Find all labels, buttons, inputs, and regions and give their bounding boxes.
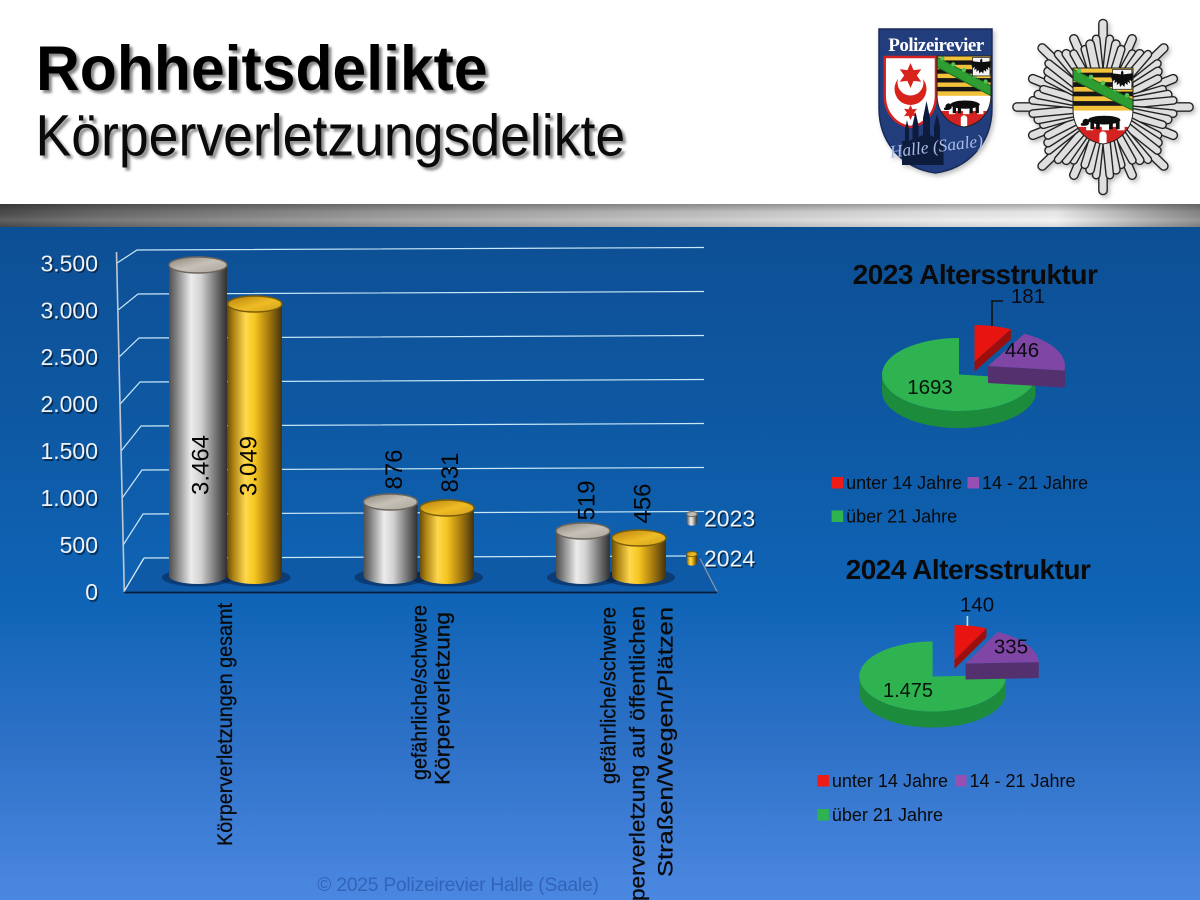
svg-text:3.000: 3.000 <box>40 297 98 323</box>
svg-text:876: 876 <box>381 449 408 489</box>
svg-text:1693: 1693 <box>907 376 953 399</box>
svg-text:unter 14 Jahre: unter 14 Jahre <box>846 473 962 493</box>
svg-text:2023: 2023 <box>704 506 755 532</box>
svg-text:1.000: 1.000 <box>40 485 98 511</box>
svg-text:über 21 Jahre: über 21 Jahre <box>846 507 957 527</box>
svg-text:2024 Altersstruktur: 2024 Altersstruktur <box>846 554 1091 585</box>
svg-text:500: 500 <box>61 534 99 560</box>
svg-text:2023 Altersstruktur: 2023 Altersstruktur <box>853 259 1098 290</box>
svg-text:0: 0 <box>85 579 98 605</box>
svg-text:2.500: 2.500 <box>42 346 100 372</box>
svg-text:2.000: 2.000 <box>42 393 100 419</box>
svg-text:14 - 21 Jahre: 14 - 21 Jahre <box>970 771 1076 791</box>
svg-text:unter 14 Jahre: unter 14 Jahre <box>832 771 948 791</box>
svg-text:3.000: 3.000 <box>42 299 100 325</box>
svg-text:14 - 21 Jahre: 14 - 21 Jahre <box>982 473 1088 493</box>
svg-text:140: 140 <box>960 594 994 617</box>
svg-text:335: 335 <box>994 636 1028 659</box>
svg-text:3.500: 3.500 <box>42 252 100 278</box>
svg-text:Polizeirevier: Polizeirevier <box>888 35 985 56</box>
svg-text:1.500: 1.500 <box>42 440 100 466</box>
svg-text:2024: 2024 <box>706 547 757 573</box>
svg-text:3.500: 3.500 <box>40 250 98 276</box>
svg-text:Körperverletzung: Körperverletzung <box>432 612 455 785</box>
svg-text:1.475: 1.475 <box>883 680 933 702</box>
svg-text:0: 0 <box>87 581 100 607</box>
svg-text:1.500: 1.500 <box>40 438 98 464</box>
svg-text:519: 519 <box>574 480 601 520</box>
svg-text:181: 181 <box>1011 285 1045 308</box>
svg-text:Körperverletzungsdelikte: Körperverletzungsdelikte <box>36 103 626 168</box>
svg-text:Rohheitsdelikte: Rohheitsdelikte <box>39 37 491 107</box>
svg-text:Rohheitsdelikte: Rohheitsdelikte <box>36 34 488 104</box>
svg-text:831: 831 <box>437 452 464 492</box>
svg-text:500: 500 <box>60 532 98 558</box>
svg-text:Straßen/Wegen/Plätzen: Straßen/Wegen/Plätzen <box>655 607 678 877</box>
svg-text:2024: 2024 <box>704 546 755 572</box>
svg-text:gefährliche/schwere: gefährliche/schwere <box>409 605 432 780</box>
svg-text:446: 446 <box>1005 339 1039 362</box>
svg-text:2.000: 2.000 <box>40 391 98 417</box>
svg-text:über 21 Jahre: über 21 Jahre <box>832 805 943 825</box>
svg-text:© 2025 Polizeirevier Halle (Sa: © 2025 Polizeirevier Halle (Saale) <box>317 875 598 896</box>
svg-text:1.000: 1.000 <box>42 487 100 513</box>
svg-text:3.464: 3.464 <box>188 435 215 495</box>
svg-text:Körperverletzungsdelikte: Körperverletzungsdelikte <box>39 106 629 171</box>
svg-text:2023: 2023 <box>706 507 757 533</box>
svg-text:Körperverletzungen gesamt: Körperverletzungen gesamt <box>214 603 237 846</box>
svg-text:Körperverletzung auf öffentlic: Körperverletzung auf öffentlichen <box>627 606 650 900</box>
svg-text:3.049: 3.049 <box>236 436 263 496</box>
svg-text:456: 456 <box>630 483 657 523</box>
svg-text:2.500: 2.500 <box>40 344 98 370</box>
svg-text:gefährliche/schwere: gefährliche/schwere <box>598 607 621 784</box>
